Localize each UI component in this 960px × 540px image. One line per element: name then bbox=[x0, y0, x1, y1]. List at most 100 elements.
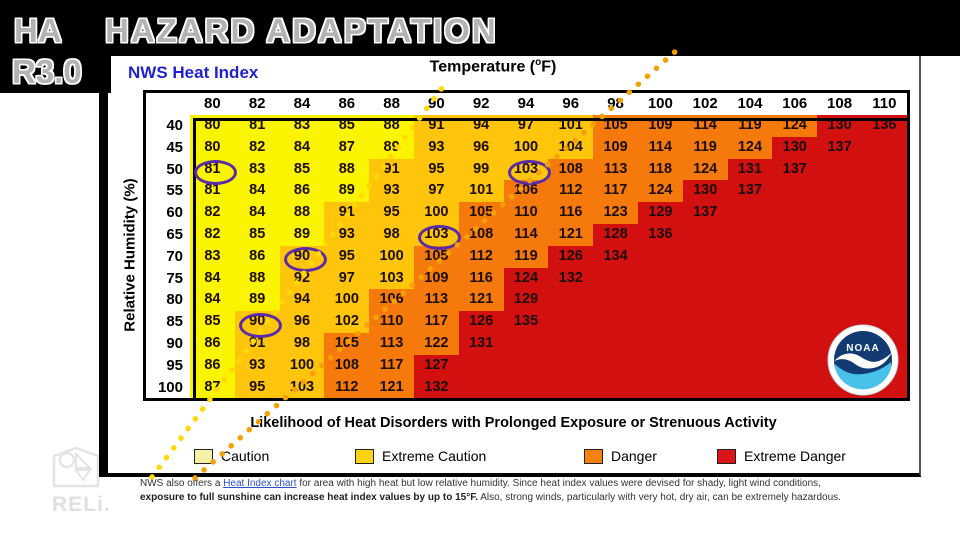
footer-text: NWS also offers a Heat Index chart for a… bbox=[140, 477, 870, 504]
heat-cell: 137 bbox=[772, 158, 818, 181]
heat-cell bbox=[727, 202, 773, 224]
heat-cell bbox=[861, 289, 907, 312]
footer-bold: exposure to full sunshine can increase h… bbox=[140, 491, 478, 503]
heat-cell: 83 bbox=[234, 158, 280, 181]
heat-cell: 126 bbox=[548, 245, 594, 268]
heat-cell: 85 bbox=[279, 158, 325, 181]
heat-cell: 93 bbox=[413, 136, 459, 159]
heat-cell bbox=[727, 376, 773, 399]
footer-line-2: exposure to full sunshine can increase h… bbox=[140, 491, 870, 505]
heat-cell: 89 bbox=[324, 180, 370, 203]
heat-cell: 88 bbox=[324, 158, 370, 181]
heat-cell: 103 bbox=[369, 267, 414, 290]
heat-cell: 130 bbox=[682, 180, 728, 203]
heat-cell bbox=[682, 245, 728, 268]
heat-cell: 129 bbox=[637, 202, 683, 224]
heat-cell: 105 bbox=[458, 202, 504, 224]
temp-label-prefix: Temperature ( bbox=[429, 58, 536, 76]
heat-cell: 116 bbox=[548, 202, 594, 224]
heat-cell: 137 bbox=[727, 180, 773, 203]
heat-cell: 132 bbox=[548, 267, 594, 290]
heat-cell: 130 bbox=[772, 136, 818, 159]
heat-cell bbox=[548, 311, 594, 333]
heat-cell bbox=[817, 223, 862, 246]
heat-cell bbox=[548, 332, 594, 355]
heat-cell: 86 bbox=[190, 332, 235, 355]
heat-cell bbox=[682, 376, 728, 399]
heat-cell: 80 bbox=[190, 136, 235, 159]
heat-cell: 95 bbox=[234, 376, 280, 399]
heat-cell: 95 bbox=[413, 158, 459, 181]
heat-cell: 90 bbox=[279, 245, 325, 268]
heat-cell: 80 bbox=[190, 115, 235, 137]
heat-cell: 106 bbox=[503, 180, 549, 203]
heat-cell: 95 bbox=[369, 202, 414, 224]
heat-cell: 137 bbox=[682, 202, 728, 224]
heat-cell: 100 bbox=[413, 202, 459, 224]
heat-cell: 108 bbox=[548, 158, 594, 181]
heat-cell: 105 bbox=[593, 115, 638, 137]
legend-label: Extreme Caution bbox=[382, 448, 487, 464]
heat-cell: 108 bbox=[324, 354, 370, 377]
legend-item-extreme-danger: Extreme Danger bbox=[717, 448, 846, 464]
heat-cell bbox=[682, 332, 728, 355]
heat-cell: 93 bbox=[324, 223, 370, 246]
heat-cell: 81 bbox=[190, 180, 235, 203]
heat-cell: 128 bbox=[593, 223, 638, 246]
legend-item-caution: Caution bbox=[194, 448, 269, 464]
heat-cell: 100 bbox=[369, 245, 414, 268]
heat-cell: 103 bbox=[413, 223, 459, 246]
heat-cell: 94 bbox=[458, 115, 504, 137]
heat-cell bbox=[817, 180, 862, 203]
heat-cell bbox=[861, 180, 907, 203]
heat-cell bbox=[458, 376, 504, 399]
heat-cell: 88 bbox=[369, 115, 414, 137]
heat-cell bbox=[817, 202, 862, 224]
heat-cell: 84 bbox=[234, 180, 280, 203]
heat-cell: 82 bbox=[190, 223, 235, 246]
heat-cell bbox=[637, 354, 683, 377]
heat-cell: 109 bbox=[413, 267, 459, 290]
legend-item-extreme-caution: Extreme Caution bbox=[355, 448, 486, 464]
heat-cell: 136 bbox=[637, 223, 683, 246]
heat-cell: 114 bbox=[637, 136, 683, 159]
heat-index-chart-link[interactable]: Heat Index chart bbox=[223, 478, 297, 489]
heat-cell bbox=[637, 245, 683, 268]
heat-cell: 124 bbox=[503, 267, 549, 290]
heat-cell bbox=[503, 354, 549, 377]
heat-cell bbox=[772, 180, 818, 203]
heat-cell bbox=[682, 354, 728, 377]
heat-cell: 126 bbox=[458, 311, 504, 333]
heat-cell bbox=[817, 267, 862, 290]
heat-cell: 118 bbox=[637, 158, 683, 181]
reli-watermark-logo: RELi. bbox=[52, 446, 111, 517]
heat-cell bbox=[548, 354, 594, 377]
heat-cell: 116 bbox=[458, 267, 504, 290]
reli-watermark-text: RELi. bbox=[52, 493, 111, 516]
heat-cell bbox=[637, 332, 683, 355]
heat-cell: 100 bbox=[324, 289, 370, 312]
heat-cell: 97 bbox=[324, 267, 370, 290]
heat-cell bbox=[727, 245, 773, 268]
heat-cell: 101 bbox=[548, 115, 594, 137]
temp-header-cell: 110 bbox=[861, 93, 907, 115]
heat-cell: 112 bbox=[548, 180, 594, 203]
temp-label-suffix: F) bbox=[541, 58, 557, 76]
reli-watermark-icon bbox=[52, 446, 100, 488]
legend-item-danger: Danger bbox=[584, 448, 657, 464]
heat-cell bbox=[637, 289, 683, 312]
heat-cell: 112 bbox=[458, 245, 504, 268]
heat-cell bbox=[817, 245, 862, 268]
heat-cell bbox=[682, 223, 728, 246]
temp-header-cell: 106 bbox=[772, 93, 818, 115]
humidity-label-cell: 40 bbox=[146, 115, 190, 137]
legend-label: Danger bbox=[611, 448, 657, 464]
nws-heading: NWS Heat Index bbox=[128, 63, 259, 82]
humidity-label-cell: 100 bbox=[146, 376, 190, 399]
slide-title: HAZARD ADAPTATION bbox=[105, 12, 498, 49]
temp-header-cell: 80 bbox=[190, 93, 235, 115]
heat-cell: 88 bbox=[279, 202, 325, 224]
heat-cell: 131 bbox=[458, 332, 504, 355]
temp-header-cell: 104 bbox=[727, 93, 773, 115]
chart-panel: NWS Heat Index Temperature (oF) Relative… bbox=[108, 55, 921, 477]
